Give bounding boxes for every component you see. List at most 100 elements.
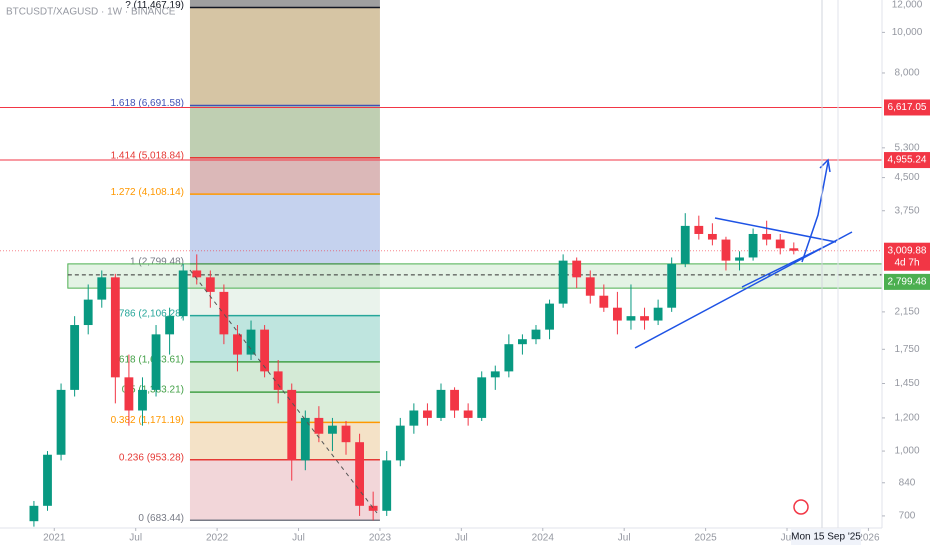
arrow [801,161,829,263]
candle-body [273,371,283,390]
candle-body [165,316,175,335]
candle-body [531,329,541,340]
candle-body [490,371,500,378]
last-price-box [884,242,930,271]
y-tick-label: 2,150 [894,307,919,318]
x-tick-label: Jul [129,533,142,544]
candle-body [423,410,432,418]
candle-body [287,389,297,461]
candle-body [355,442,364,506]
candle-body [545,303,554,330]
y-tick-label: 5,300 [894,142,919,153]
candle-body [341,425,351,443]
price-line-box [884,99,930,116]
fib-label: 0.786 (2,106.28) [111,308,184,319]
axes: 6,617.05 4,955.24 12,000 10,000 8,000 5,300 4,… [43,0,930,544]
fib-band [189,157,380,195]
fib-band [189,7,380,106]
y-tick-label: 12,000 [892,0,923,11]
countdown-label: 4d 7h [894,257,919,268]
candle-body [124,377,134,411]
x-tick-label: 2023 [369,533,392,544]
x-tick-label: 2021 [43,533,66,544]
candle-body [504,344,514,372]
candle-body [83,299,93,326]
crosshair-box [791,529,861,545]
fib-band [189,422,380,460]
candle-body [585,277,595,296]
candle-body [775,239,785,249]
candle-body [178,270,188,317]
candle-body [192,270,202,278]
candle-body [680,225,690,264]
zone-label: 2,799.48 [888,277,927,288]
candle-body [70,325,80,390]
crosshair-label: Mon 15 Sep '25 [791,532,861,543]
x-tick-label: Jul [618,533,631,544]
candle-body [558,260,568,304]
candle-body [599,295,609,308]
y-tick-label: 1,750 [894,344,919,355]
zone-box [884,273,930,290]
candle-body [110,277,120,378]
candle-body [640,316,649,321]
candle-body [97,277,107,300]
x-tick-label: Jul [455,533,468,544]
fib-band [189,194,380,264]
fib-band [189,459,380,521]
y-tick-label: 1,200 [894,413,919,424]
fib-band [189,392,380,423]
fib-band [189,0,380,8]
candle-body [762,233,772,240]
candle-body [205,277,215,292]
y-tick-label: 1,000 [894,446,919,457]
candle-body [463,410,473,418]
last-price-label: 3,009.88 [888,245,927,256]
candle-body [450,389,459,411]
fib-tool: ? (11,467.19) 1.618 (6,691.58) 1.414 (5,01… [111,0,380,524]
candle-body [246,329,256,355]
candle-body [626,316,636,321]
x-tick-label: 2024 [532,533,555,544]
candle-body [382,460,392,511]
candle-body [518,339,527,345]
candle-body [138,389,147,411]
candle-body [29,505,39,522]
y-tick-label: 8,000 [894,68,919,79]
fib-label: 1 (2,799.48) [130,257,184,268]
candle-body [395,425,405,461]
price-line-box [884,152,930,169]
fib-band [189,315,380,362]
support-zone [67,263,883,289]
candle-body [694,225,704,234]
y-tick-label: 3,750 [894,205,919,216]
candle-body [368,505,378,511]
candle-body [409,410,419,426]
candle-body [653,307,663,321]
price-line-label: 4,955.24 [888,155,927,166]
fib-label: 0 (683.44) [138,513,184,524]
fib-label: 0.5 (1,383.21) [122,385,184,396]
candle-body [233,334,242,355]
fib-label: 1.414 (5,018.84) [111,150,184,161]
candle-body [748,233,758,258]
x-tick-label: 2022 [206,533,229,544]
y-tick-label: 1,450 [894,378,919,389]
x-tick-label: 2025 [694,533,717,544]
y-tick-label: 10,000 [892,27,923,38]
event-icon[interactable] [793,499,809,515]
candle-body [707,233,717,240]
candles [29,213,799,527]
y-tick-label: 840 [899,477,916,488]
x-tick-label: Jul [292,533,305,544]
arrow-head [819,158,831,173]
candle-body [314,417,324,434]
candle-body [572,260,582,278]
x-tick-label: 2026 [857,533,880,544]
candle-body [789,248,799,251]
candle-body [328,425,337,434]
fib-label: 0.618 (1,633.61) [111,354,184,365]
candle-body [735,257,744,261]
fib-band [189,105,380,158]
